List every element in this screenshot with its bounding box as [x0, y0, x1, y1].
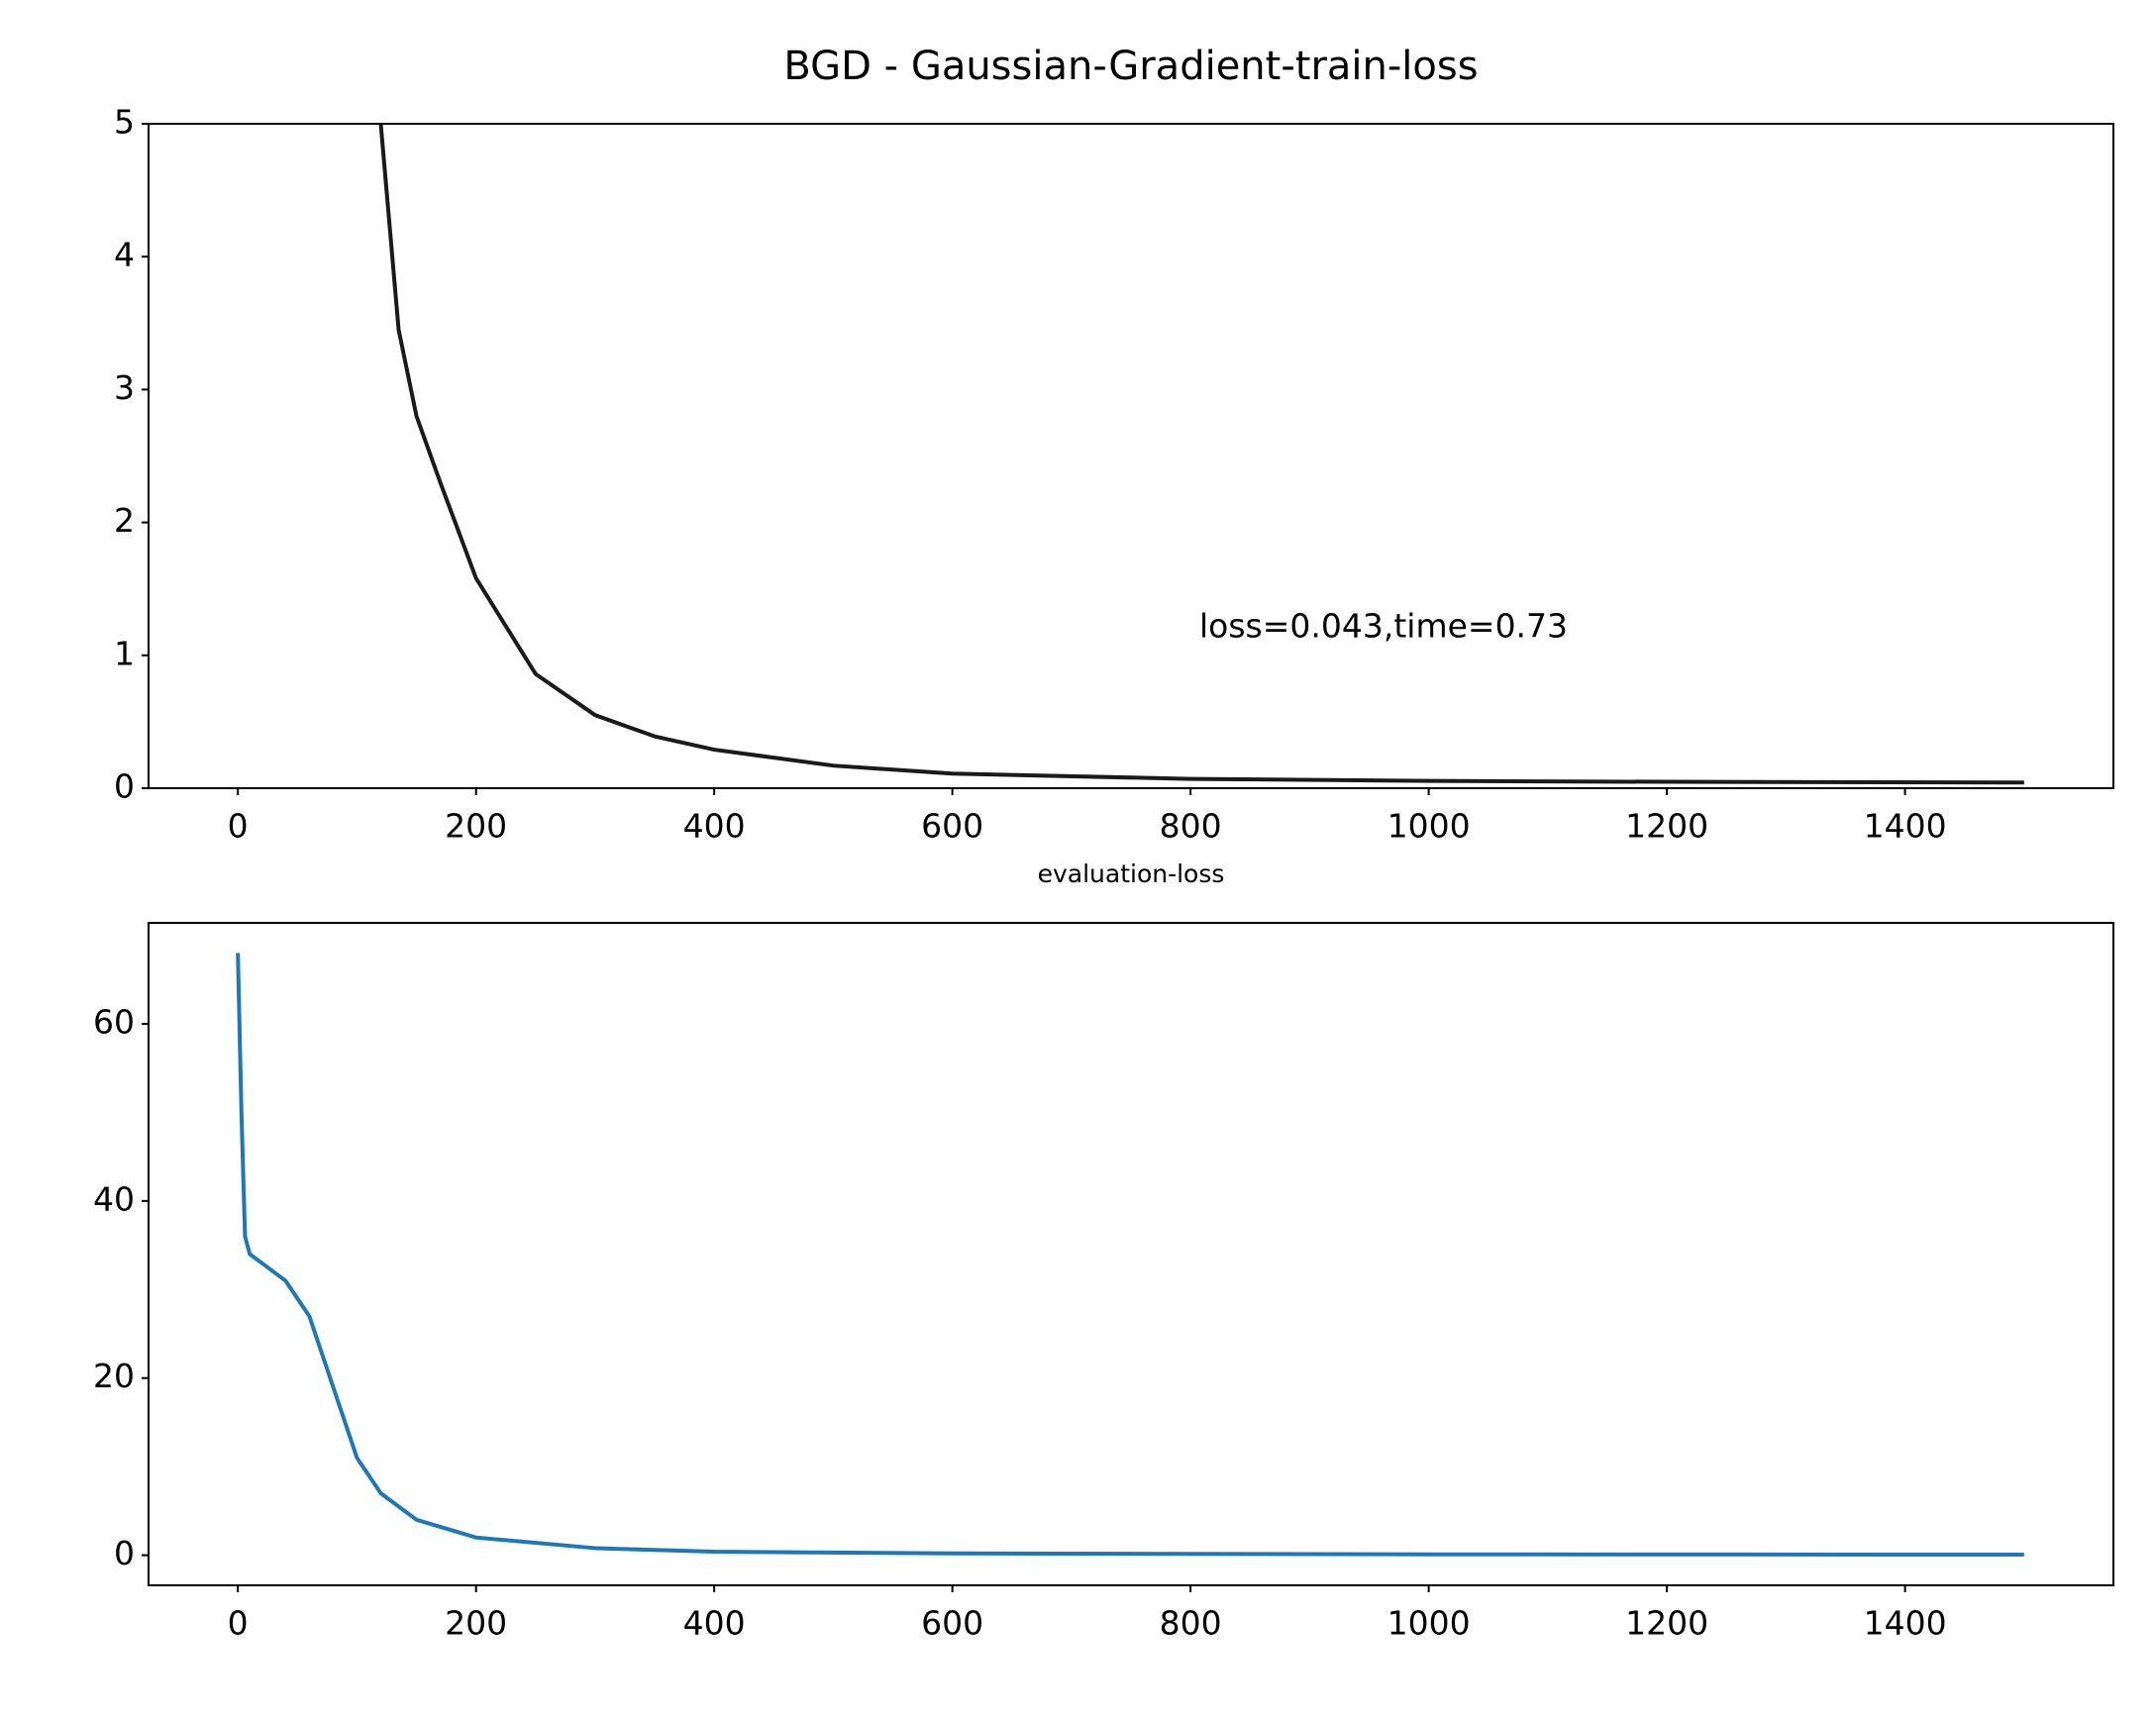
x-tick-label: 1000	[1387, 807, 1471, 846]
x-tick-label: 1200	[1625, 1604, 1708, 1643]
x-tick-label: 0	[228, 1604, 249, 1643]
annotation: loss=0.043,time=0.73	[1199, 607, 1568, 646]
x-tick-label: 1400	[1864, 1604, 1947, 1643]
y-tick-label: 20	[93, 1357, 135, 1395]
x-tick-label: 800	[1160, 1604, 1222, 1643]
x-tick-label: 600	[921, 807, 983, 846]
y-tick-label: 0	[114, 1534, 135, 1572]
y-tick-label: 0	[114, 767, 135, 806]
line	[378, 124, 2024, 785]
line	[236, 953, 2024, 1558]
y-tick-label: 2	[114, 501, 135, 540]
chart-title: BGD - Gaussian-Gradient-train-loss	[783, 44, 1478, 89]
x-tick-label: 0	[228, 807, 249, 846]
x-tick-label: 800	[1160, 807, 1222, 846]
x-tick-label: 1200	[1625, 807, 1708, 846]
y-tick-label: 1	[114, 634, 135, 672]
x-tick-label: 1000	[1387, 1604, 1471, 1643]
x-tick-label: 1400	[1864, 807, 1947, 846]
y-tick-label: 5	[114, 103, 135, 142]
x-tick-label: 600	[921, 1604, 983, 1643]
subplot-title: evaluation-loss	[1038, 860, 1225, 888]
y-tick-label: 40	[93, 1179, 135, 1218]
axes-frame	[148, 922, 2114, 1586]
axes-frame	[148, 123, 2114, 789]
y-tick-label: 3	[114, 368, 135, 407]
y-tick-label: 4	[114, 236, 135, 274]
x-tick-label: 200	[445, 807, 507, 846]
y-tick-label: 60	[93, 1002, 135, 1041]
x-tick-label: 400	[683, 807, 746, 846]
x-tick-label: 400	[683, 1604, 746, 1643]
x-tick-label: 200	[445, 1604, 507, 1643]
